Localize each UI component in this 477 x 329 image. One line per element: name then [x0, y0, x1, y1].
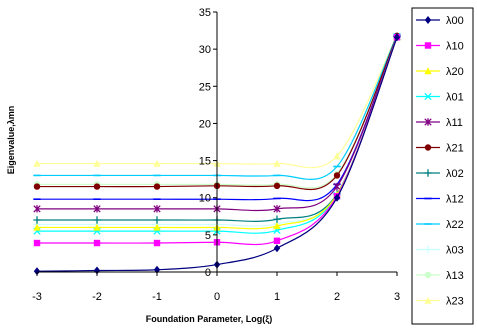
legend-marker [424, 245, 432, 254]
legend-label: λ11 [446, 117, 463, 129]
legend-marker [424, 169, 432, 177]
legend-item: λ20 [416, 66, 464, 78]
legend-marker [424, 42, 432, 49]
data-point [93, 239, 101, 247]
y-tick-label: 20 [199, 118, 211, 130]
x-tick-label: -2 [92, 291, 102, 303]
data-point [273, 182, 281, 190]
data-point [153, 265, 161, 274]
data-point [273, 205, 281, 213]
data-point [93, 216, 101, 224]
x-tick-label: -1 [152, 291, 162, 303]
legend-label: λ00 [446, 15, 464, 27]
data-point [33, 223, 41, 231]
legend-label: λ20 [446, 66, 464, 78]
y-tick-label: 15 [199, 156, 211, 168]
x-tick-label: 3 [394, 291, 400, 303]
legend-item: λ21 [416, 143, 464, 155]
legend-label: λ02 [446, 168, 464, 180]
legend-marker [424, 296, 432, 304]
legend-marker [424, 67, 432, 75]
legend-marker [424, 144, 432, 151]
data-point [273, 215, 281, 223]
data-point [153, 223, 161, 231]
data-point [93, 159, 101, 167]
y-tick-label: 10 [199, 193, 211, 205]
legend-label: λ22 [446, 219, 464, 231]
legend-item: λ02 [416, 168, 464, 180]
legend-label: λ21 [446, 143, 464, 155]
y-tick-label: 25 [199, 81, 211, 93]
legend-label: λ23 [446, 296, 464, 308]
data-point [33, 267, 41, 276]
x-tick-label: 1 [274, 291, 280, 303]
plot-area [33, 31, 401, 276]
legend-label: λ10 [446, 41, 464, 53]
legend-item: λ03 [416, 245, 464, 257]
legend-label: λ03 [446, 245, 464, 257]
data-point [33, 159, 41, 167]
legend: λ00 λ10 λ20 λ01 λ11 λ21 λ02 λ12 λ22 λ03 λ13 λ23 [411, 7, 474, 325]
y-ticks: 0 5 10 15 20 25 30 35 [199, 7, 217, 279]
x-tick-label: -3 [32, 291, 42, 303]
legend-marker [424, 118, 432, 126]
series-λ23 [33, 31, 401, 169]
series-λ22 [33, 34, 401, 180]
legend-marker [424, 92, 432, 101]
data-point [153, 205, 161, 213]
data-point [333, 182, 341, 191]
legend-box [411, 7, 474, 325]
data-point [273, 159, 281, 167]
data-point [153, 159, 161, 167]
data-point [93, 183, 101, 190]
data-point [93, 266, 101, 275]
y-tick-label: 35 [199, 7, 211, 19]
legend-item: λ12 [416, 194, 464, 206]
data-point [153, 239, 161, 247]
legend-item: λ23 [416, 296, 464, 308]
data-point [93, 223, 101, 231]
data-point [273, 237, 281, 244]
x-ticks: -3 -2 -1 0 1 2 3 [32, 272, 400, 303]
data-point [153, 216, 161, 224]
x-tick-label: 2 [334, 291, 340, 303]
x-axis-title: Foundation Parameter, Log(ξ) [146, 314, 273, 324]
legend-label: λ01 [446, 92, 464, 104]
y-tick-label: 30 [199, 44, 211, 56]
data-point [33, 239, 41, 247]
y-tick-label: 0 [205, 267, 211, 279]
data-point [153, 183, 161, 190]
data-point [273, 244, 281, 253]
y-tick-label: 5 [205, 230, 211, 242]
data-point [33, 216, 41, 224]
data-point [333, 172, 341, 179]
data-point [333, 193, 341, 202]
legend-item: λ11 [416, 117, 463, 129]
data-point [33, 183, 41, 190]
legend-item: λ22 [416, 219, 464, 231]
legend-item: λ00 [416, 15, 464, 27]
data-point [333, 152, 341, 160]
y-axis-title: Eigenvalue,λmn [6, 106, 16, 175]
legend-item: λ10 [416, 41, 464, 53]
legend-item: λ13 [416, 270, 464, 282]
legend-item: λ01 [416, 92, 464, 104]
legend-label: λ12 [446, 194, 464, 206]
data-point [33, 205, 41, 213]
data-point [273, 222, 281, 230]
data-point [393, 33, 401, 42]
x-tick-label: 0 [214, 291, 220, 303]
legend-marker [424, 271, 432, 279]
data-point [93, 205, 101, 213]
legend-marker [424, 16, 432, 24]
legend-label: λ13 [446, 270, 464, 282]
